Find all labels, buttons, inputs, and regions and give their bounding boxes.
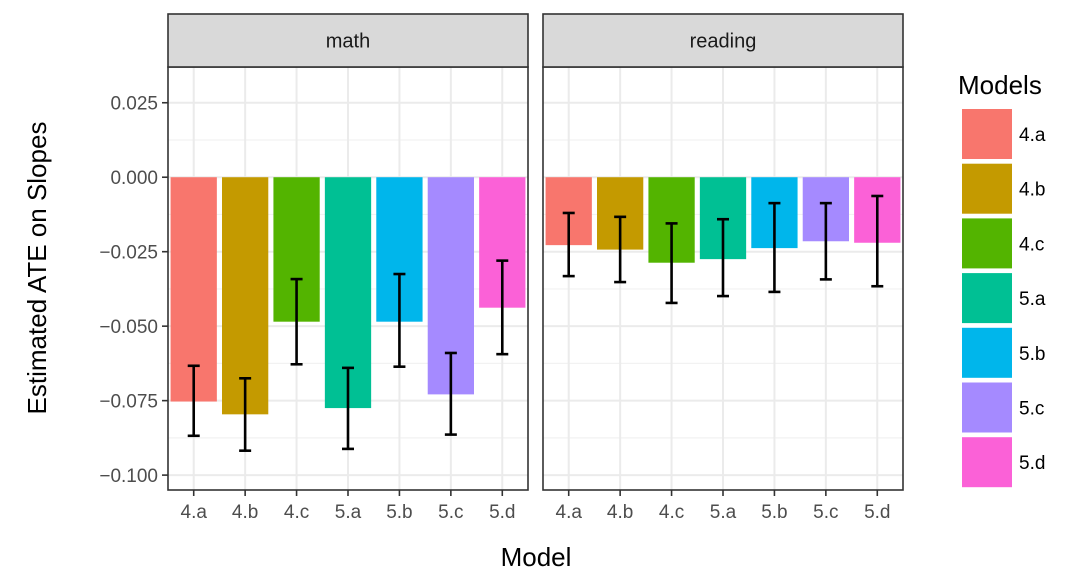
x-tick-label: 5.b (386, 502, 412, 523)
x-tick-label: 5.a (335, 502, 362, 523)
panel-reading: reading 4.a 4.b 4.c 5.a 5.b 5.c 5.d (542, 13, 904, 523)
legend: Models 4.a 4.b 4.c 5.a 5.b 5.c 5.d (958, 70, 1046, 488)
legend-key-5.c (962, 382, 1012, 433)
error-bar-math-4.c (290, 277, 303, 366)
error-bar-reading-5.b (768, 201, 781, 294)
y-tick-label: −0.075 (99, 392, 158, 413)
y-tick-label: −0.100 (99, 466, 158, 487)
error-bar-reading-5.a (717, 217, 729, 298)
y-tick-label: −0.050 (99, 317, 158, 338)
strip-label-reading: reading (690, 31, 757, 53)
strip-math (167, 13, 529, 68)
y-tick-label: 0.025 (110, 94, 158, 115)
legend-key-4.b (962, 163, 1012, 214)
error-bar-reading-5.d (871, 194, 884, 288)
legend-key-4.c (962, 218, 1012, 269)
x-tick-label: 4.c (659, 502, 684, 523)
y-axis-title: Estimated ATE on Slopes (22, 122, 52, 415)
panel-math: math 4.a 4.b 4.c 5.a 5.b 5.c 5.d (167, 13, 529, 523)
legend-label-5.d: 5.d (1019, 453, 1045, 474)
x-tick-label: 4.b (232, 502, 258, 523)
legend-key-5.d (962, 437, 1012, 488)
y-tick-label: −0.025 (99, 243, 158, 264)
y-axis: 0.025 0.000 −0.025 −0.050 −0.075 −0.100 (99, 94, 168, 487)
x-tick-label: 5.c (813, 502, 838, 523)
x-axis-title: Model (501, 542, 572, 572)
legend-key-5.a (962, 273, 1012, 324)
error-bar-math-5.c (444, 351, 457, 436)
legend-label-4.c: 4.c (1019, 234, 1044, 255)
error-bar-math-5.a (342, 366, 354, 451)
legend-label-4.b: 4.b (1019, 180, 1045, 201)
x-tick-label: 5.d (489, 502, 515, 523)
legend-title: Models (958, 70, 1042, 100)
x-tick-label: 4.a (181, 502, 208, 523)
legend-label-5.c: 5.c (1019, 399, 1044, 420)
error-bar-math-5.b (393, 272, 406, 368)
x-tick-label: 5.b (761, 502, 787, 523)
error-bar-reading-5.c (819, 201, 832, 281)
strip-label-math: math (326, 31, 370, 53)
legend-label-4.a: 4.a (1019, 125, 1046, 146)
legend-key-4.a (962, 109, 1012, 159)
strip-reading (542, 13, 904, 68)
legend-key-5.b (962, 327, 1012, 378)
x-tick-label: 4.c (284, 502, 309, 523)
panels-layer: math 4.a 4.b 4.c 5.a 5.b 5.c 5.d reading 4.a 4.b 4.… (167, 13, 904, 523)
x-tick-label: 4.b (607, 502, 633, 523)
y-tick-label: 0.000 (110, 168, 158, 189)
error-bar-reading-4.b (614, 215, 627, 284)
error-bar-reading-4.a (562, 211, 575, 278)
error-bar-math-5.d (496, 259, 509, 356)
error-bar-math-4.b (239, 376, 252, 452)
error-bar-math-4.a (187, 364, 200, 438)
x-tick-label: 5.c (438, 502, 463, 523)
legend-label-5.b: 5.b (1019, 344, 1045, 365)
x-tick-label: 5.a (710, 502, 737, 523)
x-tick-label: 5.d (864, 502, 890, 523)
legend-label-5.a: 5.a (1019, 289, 1046, 310)
bar-math-4.a (170, 177, 217, 402)
error-bar-reading-4.c (665, 222, 678, 305)
bar-math-4.b (222, 177, 269, 415)
x-tick-label: 4.a (556, 502, 583, 523)
